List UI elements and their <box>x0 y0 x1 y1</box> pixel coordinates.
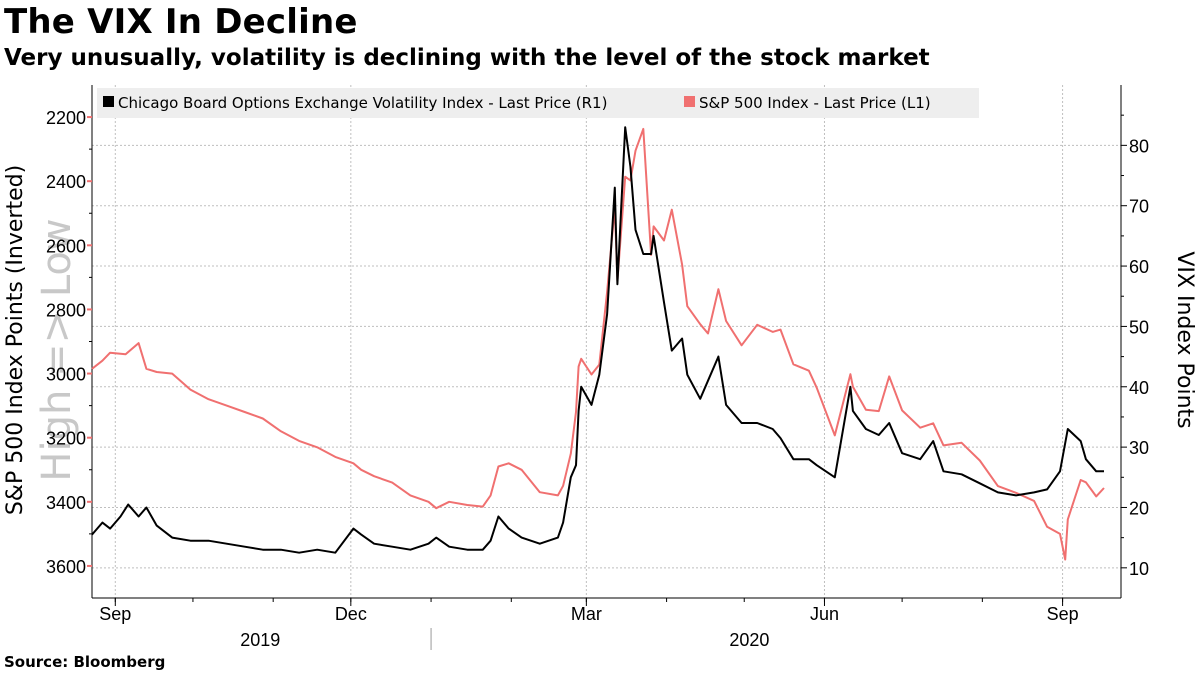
right-tick-label: 70 <box>1129 197 1149 217</box>
left-tick-label: 3000 <box>46 365 86 385</box>
legend: Chicago Board Options Exchange Volatilit… <box>97 88 979 118</box>
left-tick-label: 2600 <box>46 236 86 256</box>
legend-swatch-spx <box>684 96 695 107</box>
legend-background <box>97 88 979 118</box>
left-tick-label: 3600 <box>46 557 86 577</box>
chart-subtitle: Very unusually, volatility is declining … <box>4 45 930 71</box>
left-axis-label: S&P 500 Index Points (Inverted) <box>3 165 28 515</box>
x-axis-ticks: Sep Dec Mar Jun Sep 2019 2020 <box>99 598 1079 650</box>
vix-series-line <box>91 126 1104 554</box>
gridlines <box>92 85 1121 598</box>
x-year-label: 2019 <box>240 630 280 650</box>
x-month-label: Mar <box>571 604 602 624</box>
x-month-label: Sep <box>99 604 131 624</box>
x-year-label: 2020 <box>729 630 769 650</box>
left-tick-label: 2800 <box>46 300 86 320</box>
inverted-axis-watermark: High => Low <box>34 218 80 481</box>
right-tick-label: 80 <box>1129 136 1149 156</box>
right-tick-label: 10 <box>1129 559 1149 579</box>
right-tick-label: 30 <box>1129 438 1149 458</box>
left-axis-ticks: 2200 2400 2600 2800 3000 3200 3400 3600 <box>46 108 92 577</box>
legend-label-vix: Chicago Board Options Exchange Volatilit… <box>118 94 607 112</box>
right-tick-label: 40 <box>1129 378 1149 398</box>
right-axis-label: VIX Index Points <box>1172 251 1197 428</box>
source-note: Source: Bloomberg <box>4 653 166 671</box>
left-tick-label: 2200 <box>46 108 86 128</box>
right-tick-label: 60 <box>1129 257 1149 277</box>
right-tick-label: 50 <box>1129 317 1149 337</box>
legend-label-spx: S&P 500 Index - Last Price (L1) <box>699 94 931 112</box>
x-month-label: Dec <box>335 604 367 624</box>
x-month-label: Sep <box>1047 604 1079 624</box>
left-tick-label: 2400 <box>46 172 86 192</box>
legend-swatch-vix <box>103 96 114 107</box>
spx-series-line <box>91 127 1105 561</box>
right-axis-ticks: 10 20 30 40 50 60 70 80 <box>1121 114 1149 579</box>
chart-title: The VIX In Decline <box>4 2 358 42</box>
right-tick-label: 20 <box>1129 498 1149 518</box>
left-tick-label: 3400 <box>46 493 86 513</box>
x-month-label: Jun <box>810 604 839 624</box>
left-tick-label: 3200 <box>46 429 86 449</box>
